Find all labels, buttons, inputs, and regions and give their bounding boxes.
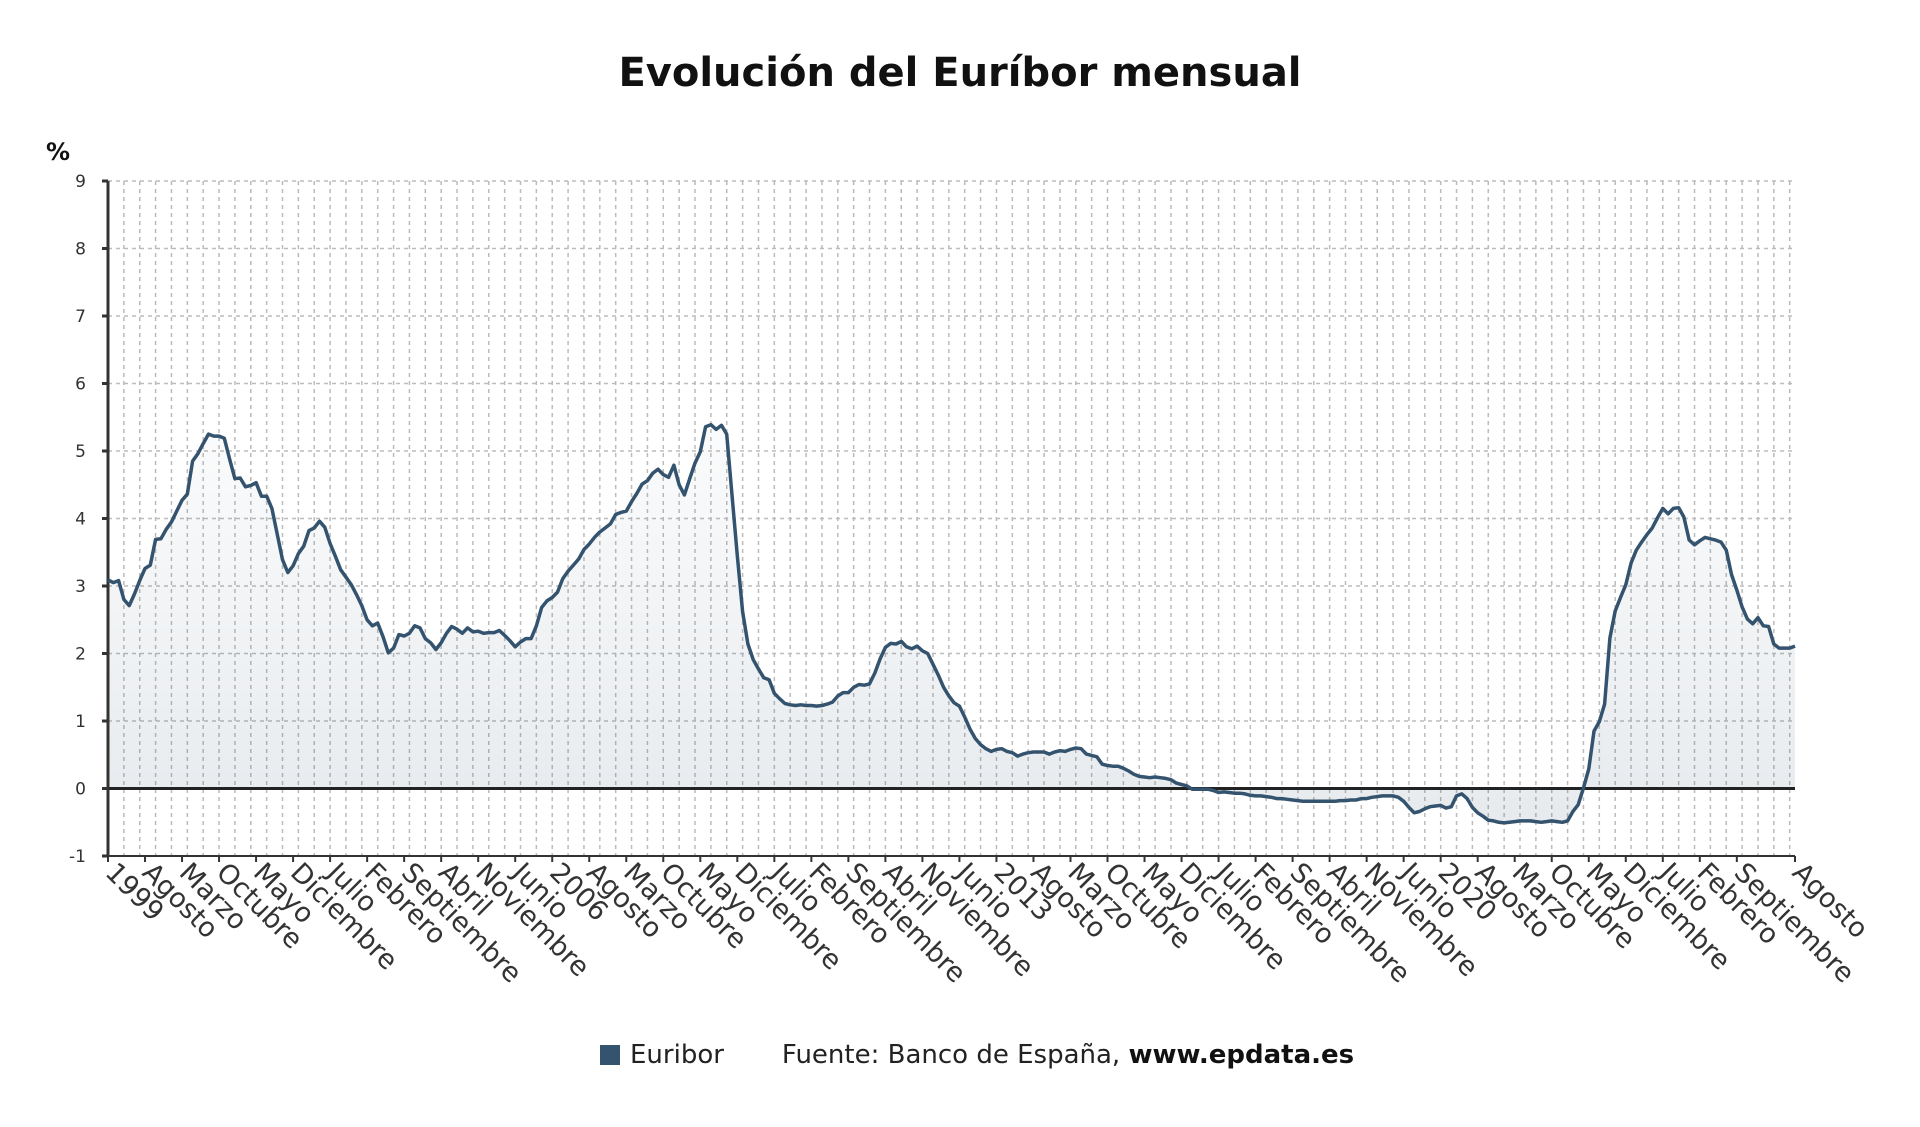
y-tick-label: 9 <box>75 172 86 192</box>
y-tick-label: 3 <box>75 577 86 597</box>
series-area-euribor <box>108 424 1795 823</box>
y-axis-label: % <box>46 138 70 166</box>
y-tick-label: 6 <box>75 375 86 395</box>
chart-title: Evolución del Euríbor mensual <box>618 50 1302 96</box>
legend: Euribor Fuente: Banco de España, www.epd… <box>600 1040 1354 1070</box>
source-note: Fuente: Banco de España, www.epdata.es <box>782 1040 1354 1070</box>
y-tick-label: 1 <box>75 712 86 732</box>
y-tick-label: 8 <box>75 240 86 260</box>
y-tick-label: 2 <box>75 645 86 665</box>
source-site: www.epdata.es <box>1128 1040 1355 1070</box>
y-tick-label: 0 <box>75 780 86 800</box>
series-line-euribor <box>107 422 1796 825</box>
y-tick-label: 7 <box>75 307 86 327</box>
y-tick-label: 5 <box>75 442 86 462</box>
legend-swatch-euribor <box>600 1045 620 1065</box>
y-tick-label: -1 <box>69 847 86 867</box>
legend-label: Euribor <box>630 1040 724 1070</box>
source-prefix: Fuente: Banco de España, <box>781 1040 1121 1070</box>
y-tick-label: 4 <box>75 510 86 530</box>
